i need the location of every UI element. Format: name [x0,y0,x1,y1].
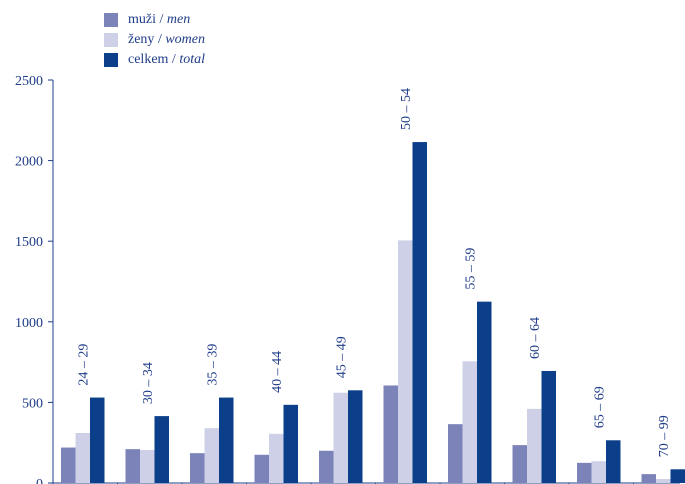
category-label: 35 – 39 [206,344,221,386]
bar-men-9 [577,462,592,483]
bar-women-9 [591,461,606,483]
legend-label-women-cs: ženy [128,32,155,47]
bar-men-5 [319,450,334,483]
category-label: 50 – 54 [399,88,414,130]
category-label: 30 – 34 [141,362,156,404]
y-tick-label: 1000 [15,316,43,331]
bar-total-5 [348,390,363,483]
bar-total-10 [670,469,685,483]
legend-label-women-en: women [165,32,205,47]
bar-women-1 [75,433,90,483]
legend-swatch-men [104,13,118,27]
legend-label-men-en: men [166,12,191,27]
y-tick-label: 500 [22,396,43,411]
category-label: 60 – 64 [528,317,543,359]
bar-men-6 [383,385,398,483]
category-label: 24 – 29 [77,344,92,386]
category-label: 40 – 44 [270,351,285,393]
group-labels: 24 – 29 30 – 34 35 – 39 40 – 44 45 – 49 50 – … [77,88,673,457]
bar-men-8 [512,445,527,483]
y-tick-label: 2500 [15,74,43,89]
bar-women-6 [398,240,413,483]
legend-label-men-cs: muži [128,12,156,27]
category-label: 65 – 69 [593,386,608,428]
bar-men-3 [190,453,205,483]
bar-women-5 [333,392,348,483]
bar-women-7 [462,361,477,483]
bar-women-8 [527,408,542,483]
y-tick-label: 0 [36,477,43,484]
bar-men-10 [641,474,656,483]
bar-total-6 [412,142,427,483]
legend-swatch-total [104,53,118,67]
y-tick-label: 1500 [15,235,43,250]
bar-women-10 [656,478,671,483]
bar-total-8 [541,370,556,483]
bar-women-2 [140,449,155,483]
bar-women-4 [269,433,284,483]
bar-women-3 [204,428,219,483]
legend-item-women: ženy / women [104,30,205,50]
legend-item-total: celkem / total [104,50,205,70]
bar-total-7 [477,301,492,483]
category-label: 45 – 49 [335,336,350,378]
category-label: 70 – 99 [657,415,672,457]
bar-men-1 [61,447,76,483]
legend-item-men: muži / men [104,10,205,30]
category-label: 55 – 59 [464,248,479,290]
y-tick-label: 2000 [15,155,43,170]
bar-total-9 [606,440,621,483]
bar-men-4 [254,454,269,483]
bar-total-2 [154,416,169,483]
legend-swatch-women [104,33,118,47]
bar-total-1 [90,397,105,483]
legend-label-total-en: total [179,52,205,67]
legend: muži / men ženy / women celkem / total [104,10,205,70]
bars [61,142,685,483]
bar-total-3 [219,397,234,483]
bar-total-4 [283,404,298,483]
bar-men-7 [448,424,463,483]
bar-men-2 [125,449,140,483]
legend-label-total-cs: celkem [128,52,169,67]
